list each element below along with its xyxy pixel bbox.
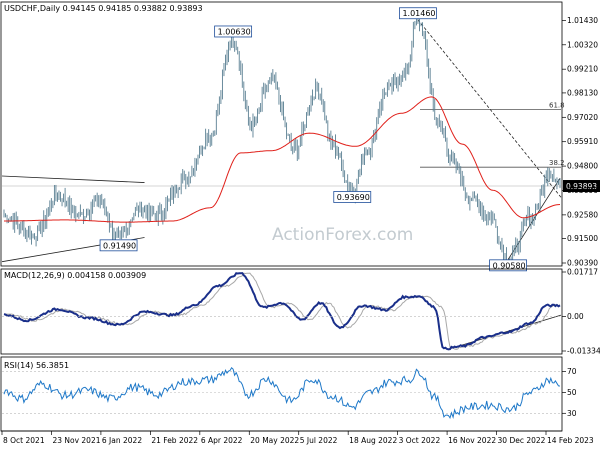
time-axis: 8 Oct 2021 23 Nov 2021 6 Jan 2022 21 Feb 20… xyxy=(1,430,594,445)
rsi-axis: 70 50 30 xyxy=(562,367,577,418)
rsi-tick-label: 30 xyxy=(567,409,577,418)
rsi-tick-label: 70 xyxy=(567,367,577,376)
time-tick-label: 5 Jul 2022 xyxy=(300,436,338,445)
price-label-text: 0.90580 xyxy=(493,261,526,270)
time-tick-label: 18 Aug 2022 xyxy=(349,436,397,445)
price-label-text: 0.93690 xyxy=(337,193,370,202)
price-tick-label: 0.92580 xyxy=(567,210,598,219)
price-label-box xyxy=(399,7,437,20)
time-tick-label: 16 Nov 2022 xyxy=(448,436,496,445)
fib-level-label: 61.8 xyxy=(549,102,565,110)
price-label-box xyxy=(333,191,372,203)
macd-title: MACD(12,26,9) 0.004158 0.003909 xyxy=(4,271,146,280)
time-tick-label: 23 Nov 2021 xyxy=(52,436,100,445)
current-price-tag-text: 0.93893 xyxy=(566,182,597,191)
time-tick-label: 14 Feb 2023 xyxy=(547,436,594,445)
price-label-text: 1.01460 xyxy=(402,9,435,18)
price-tick-label: 0.91500 xyxy=(567,234,598,243)
candle-layer xyxy=(3,12,561,269)
rsi-title: RSI(14) 56.3851 xyxy=(4,361,69,370)
watermark: ActionForex.com xyxy=(272,225,413,245)
price-tick-label: 0.99210 xyxy=(567,65,598,74)
rsi-panel: RSI(14) 56.3851 70 50 30 xyxy=(0,356,577,432)
price-label-box xyxy=(489,259,527,272)
price-annotations: 1.00630 1.01460 0.93690 0.91490 0.90580 0.938… xyxy=(99,7,600,272)
time-tick-label: 3 Oct 2022 xyxy=(399,436,441,445)
moving-average-line xyxy=(4,96,561,223)
price-tick-label: 0.97020 xyxy=(567,113,598,122)
fib-level-label: 38.2 xyxy=(549,159,565,167)
rsi-line xyxy=(3,367,561,420)
current-price-tag xyxy=(563,180,600,193)
price-axis: 1.01430 1.00320 0.99210 0.98130 0.97020 0.959… xyxy=(562,16,598,268)
time-tick-label: 30 Dec 2022 xyxy=(498,436,546,445)
time-tick-label: 21 Feb 2022 xyxy=(151,436,198,445)
price-tick-label: 0.93690 xyxy=(567,186,598,195)
price-title: USDCHF,Daily 0.94145 0.94185 0.93882 0.9… xyxy=(4,4,203,13)
price-label-text: 0.91490 xyxy=(103,241,136,250)
macd-tick-label: 0.00 xyxy=(567,312,584,321)
macd-axis: 0.01717 0.00 -0.01334 xyxy=(2,268,600,356)
macd-panel: MACD(12,26,9) 0.004158 0.003909 0.017170… xyxy=(0,268,600,356)
time-tick-label: 6 Apr 2022 xyxy=(201,436,243,445)
price-panel: USDCHF,Daily 0.94145 0.94185 0.93882 0.9… xyxy=(0,1,600,272)
price-tick-label: 0.90390 xyxy=(567,259,598,268)
rsi-levels xyxy=(2,371,561,414)
triangle-upper-trendline xyxy=(1,175,145,183)
price-tick-label: 1.01430 xyxy=(567,16,598,25)
price-label-box xyxy=(214,25,253,38)
time-tick-label: 8 Oct 2021 xyxy=(3,436,45,445)
price-label-text: 1.00630 xyxy=(218,27,251,36)
rsi-tick-label: 50 xyxy=(567,388,577,397)
price-tick-label: 0.95910 xyxy=(567,137,598,146)
price-tick-label: 1.00320 xyxy=(567,40,598,49)
macd-line xyxy=(3,272,561,351)
time-tick-label: 6 Jan 2022 xyxy=(102,436,142,445)
price-tick-label: 0.98130 xyxy=(567,88,598,97)
macd-tick-label: -0.01334 xyxy=(567,347,600,356)
fib-retracement-dashed-line xyxy=(417,19,562,199)
price-label-box xyxy=(99,239,138,252)
macd-tick-label: 0.01717 xyxy=(567,268,598,277)
price-tick-label: 0.94800 xyxy=(567,162,598,171)
time-tick-label: 20 May 2022 xyxy=(250,436,299,445)
